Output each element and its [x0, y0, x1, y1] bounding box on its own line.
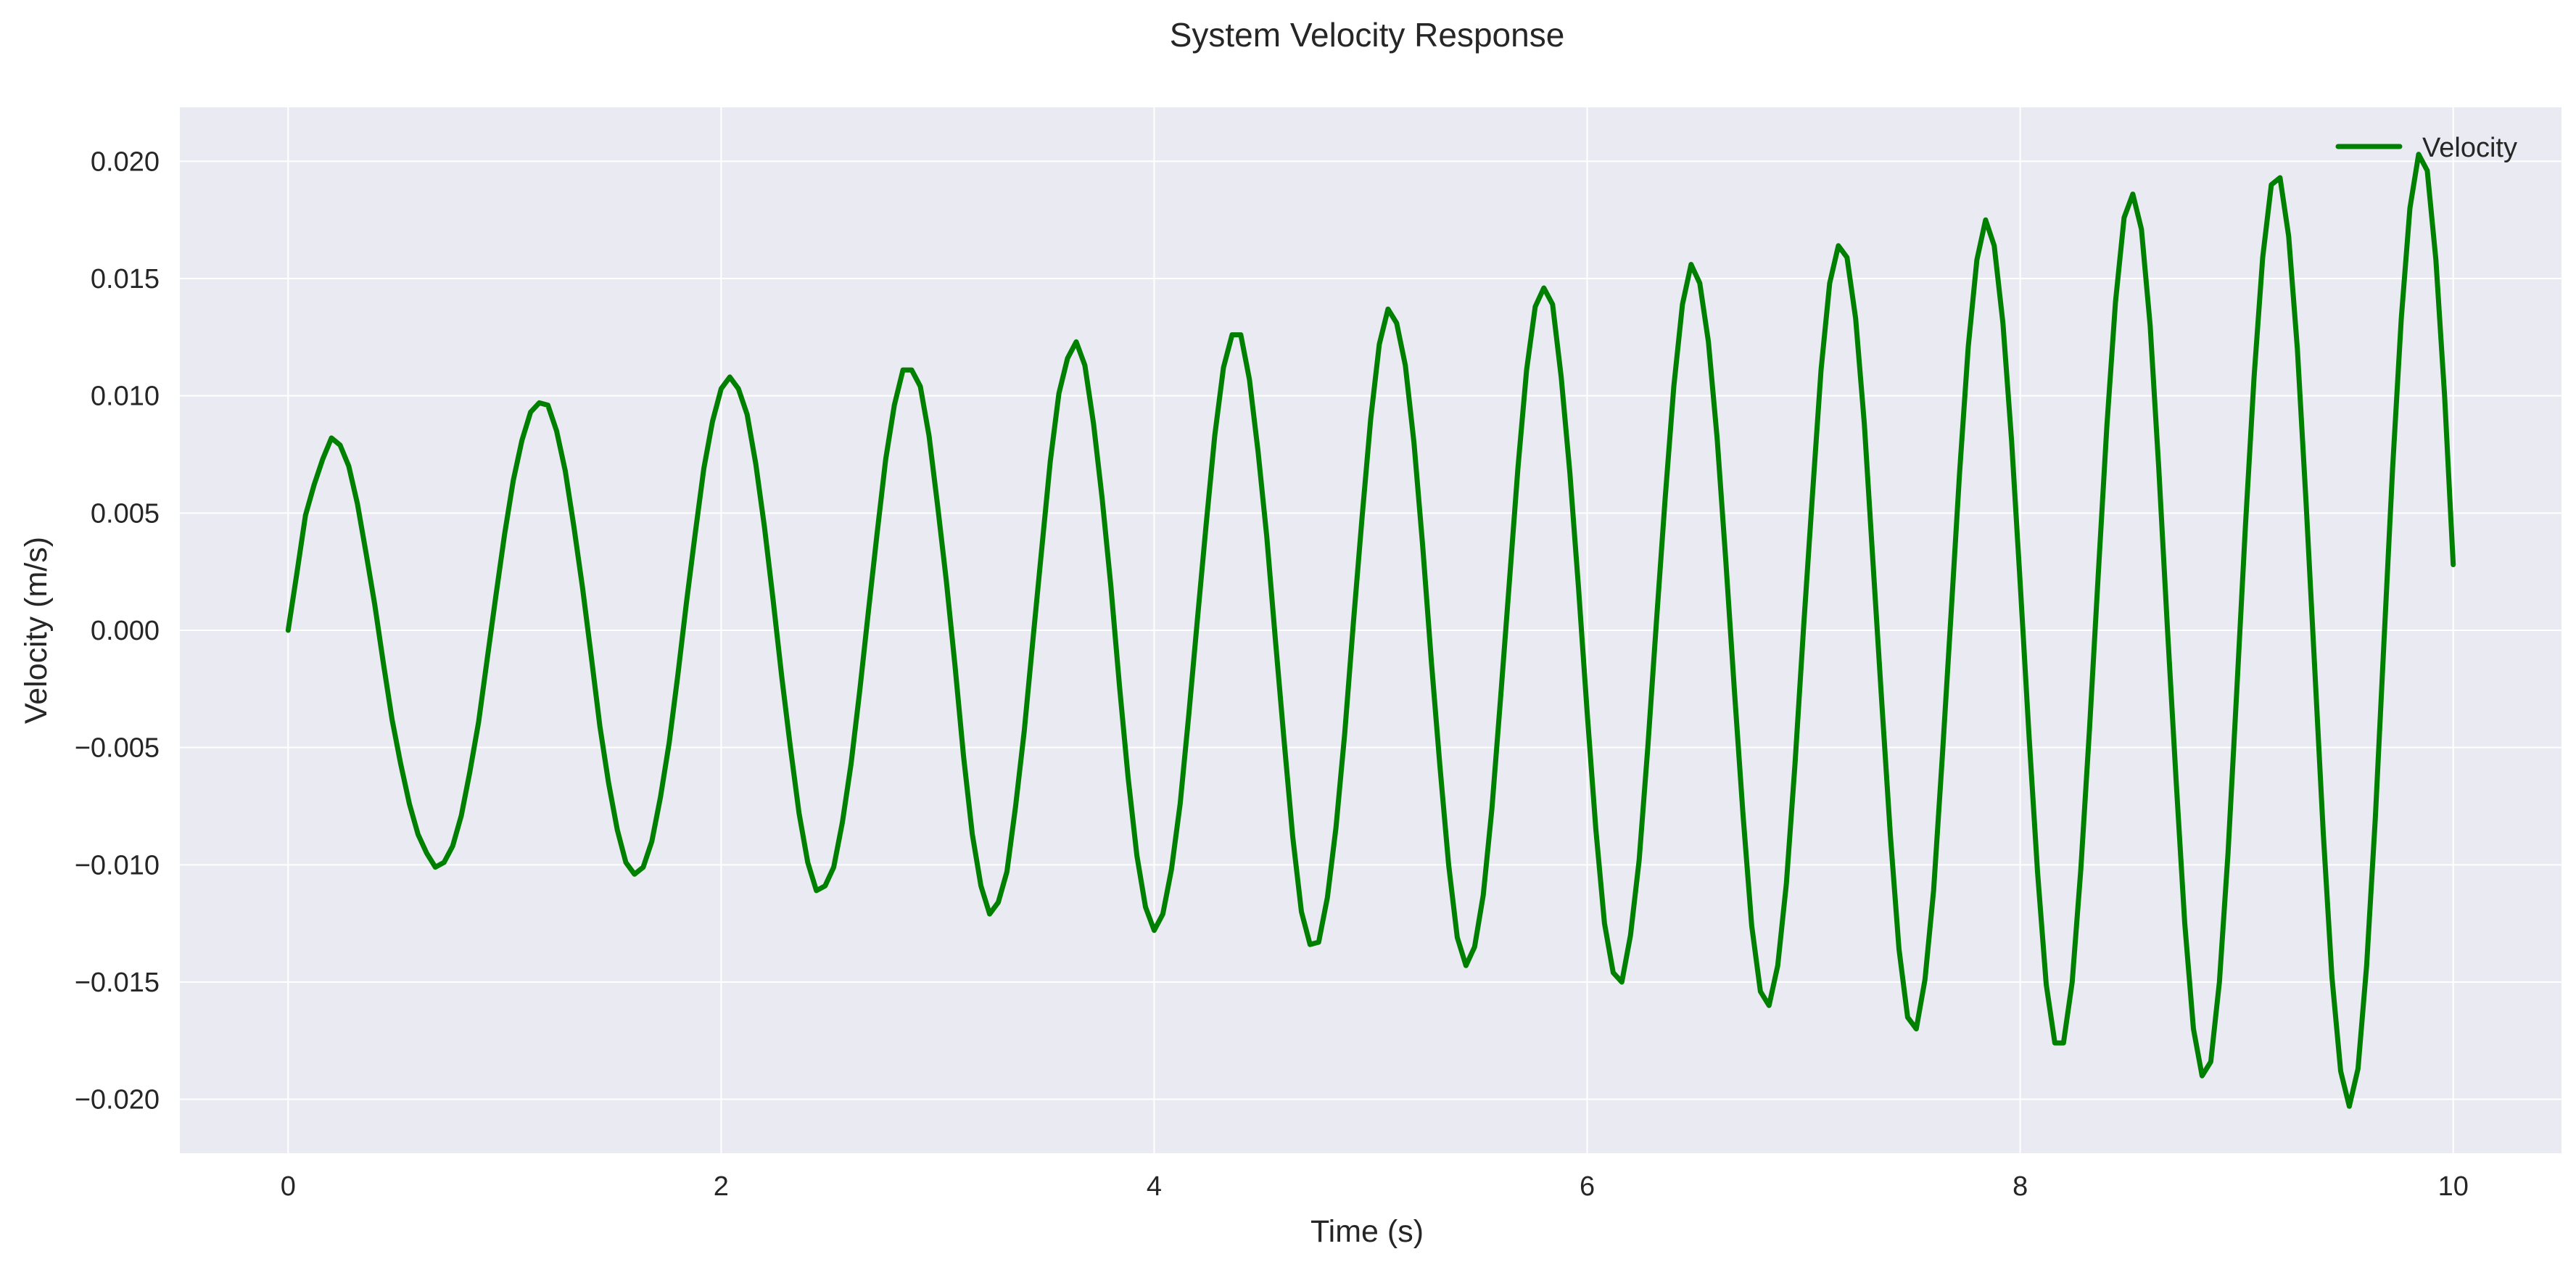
chart-title: System Velocity Response	[1170, 16, 1565, 54]
legend: Velocity	[2335, 133, 2517, 163]
y-axis-ticks: −0.020 −0.015 −0.010 −0.005 0.000 0.005 0.010 0…	[75, 147, 160, 1115]
y-tick-label: 0.020	[91, 147, 160, 177]
grid-lines	[180, 107, 2561, 1153]
x-tick-label: 8	[2012, 1171, 2028, 1202]
x-tick-label: 4	[1147, 1171, 1162, 1202]
legend-label-velocity: Velocity	[2422, 133, 2517, 163]
y-axis-label: Velocity (m/s)	[19, 537, 54, 724]
y-tick-label: 0.005	[91, 498, 160, 529]
series-layer	[285, 152, 2456, 1109]
x-tick-label: 0	[281, 1171, 296, 1202]
y-tick-label: 0.015	[91, 264, 160, 294]
x-tick-label: 6	[1580, 1171, 1595, 1202]
y-tick-label: −0.020	[75, 1085, 160, 1116]
series-line-velocity	[285, 152, 2456, 1109]
x-tick-label: 10	[2438, 1171, 2469, 1202]
y-tick-label: −0.010	[75, 850, 160, 881]
x-tick-label: 2	[714, 1171, 729, 1202]
x-axis-label: Time (s)	[1310, 1214, 1424, 1249]
x-axis-ticks: 0 2 4 6 8 10	[281, 1171, 2469, 1202]
y-tick-label: −0.015	[75, 968, 160, 998]
y-tick-label: 0.010	[91, 382, 160, 412]
y-tick-label: −0.005	[75, 733, 160, 764]
y-tick-label: 0.000	[91, 616, 160, 646]
